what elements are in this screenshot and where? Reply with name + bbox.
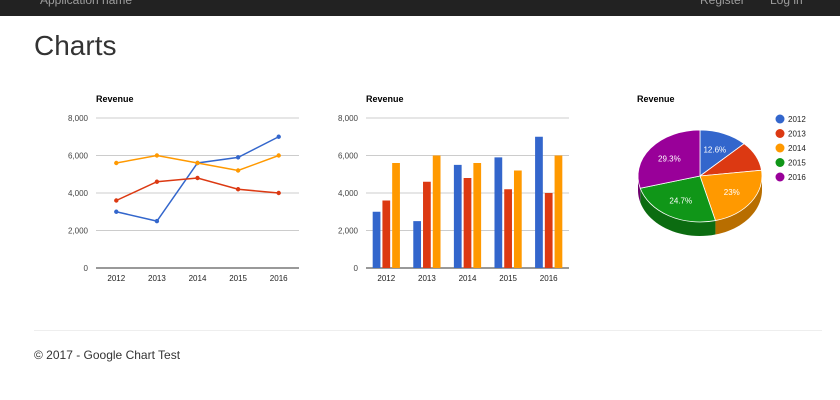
line-chart: Revenue 0 2,000 4,000 6,000 8,000 2012 2013 2014… [56, 88, 306, 288]
chart-title: Revenue [96, 94, 134, 104]
bar [554, 155, 563, 268]
data-point [154, 153, 160, 158]
pie-slice-2014 [699, 169, 763, 222]
pie-slice-2015 [639, 175, 716, 223]
data-point [195, 160, 200, 166]
navbar: Application name Register Log in [0, 0, 840, 16]
bar [544, 193, 553, 268]
pie-slice-label: 29.3% [658, 155, 681, 164]
bar [504, 189, 512, 268]
data-point [235, 187, 241, 192]
page-title: Charts [34, 30, 117, 61]
legend-marker [775, 158, 785, 167]
data-point [276, 153, 281, 158]
x-tick-label: 2012 [107, 274, 125, 283]
bar [413, 221, 422, 268]
data-point [154, 218, 160, 224]
legend-label: 2013 [788, 130, 806, 139]
bar [535, 136, 543, 268]
chart-svg: Revenue 12.6% 23% 24.7% 29.3% 2012 2013 2014 201… [637, 94, 806, 236]
data-point [114, 209, 119, 214]
pie-slice-label: 12.6% [703, 146, 726, 155]
y-tick-label: 4,000 [338, 189, 359, 198]
bar [473, 163, 482, 268]
y-tick-label: 8,000 [68, 114, 89, 123]
legend-label: 2015 [788, 159, 806, 168]
bar [423, 181, 431, 268]
chart-svg: Revenue 0 2,000 4,000 6,000 8,000 2012 2013 2014… [68, 94, 299, 283]
legend-marker [775, 129, 785, 138]
chart-svg: Revenue 0 2,000 4,000 6,000 8,000 2012 2013 2014… [338, 94, 569, 283]
chart-title: Revenue [637, 94, 675, 104]
data-point [235, 155, 241, 160]
bar [372, 211, 381, 268]
x-tick-label: 2013 [418, 274, 436, 283]
pie-chart: Revenue 12.6% 23% 24.7% 29.3% 2012 2013 2014 201… [596, 88, 826, 288]
y-tick-label: 4,000 [68, 189, 89, 198]
footer-text: © 2017 - Google Chart Test [34, 348, 181, 362]
y-tick-label: 0 [84, 264, 89, 273]
chart-title: Revenue [366, 94, 404, 104]
bar [494, 157, 503, 268]
y-tick-label: 8,000 [338, 114, 359, 123]
pie-slice-side [640, 188, 716, 236]
pie-slice-side [715, 176, 762, 235]
bar [392, 163, 400, 268]
y-tick-label: 6,000 [338, 152, 359, 161]
data-point [195, 175, 200, 181]
y-tick-label: 6,000 [68, 152, 89, 161]
data-point [154, 179, 160, 184]
legend-marker [775, 114, 785, 124]
login-link[interactable]: Log in [770, 0, 803, 7]
bar [463, 178, 472, 268]
x-tick-label: 2013 [148, 274, 166, 283]
x-tick-label: 2014 [459, 274, 477, 283]
data-point [114, 198, 119, 203]
legend-label: 2012 [788, 115, 806, 124]
x-tick-label: 2015 [499, 274, 517, 283]
x-tick-label: 2016 [270, 274, 288, 283]
data-point [276, 190, 281, 196]
bar [513, 170, 522, 268]
brand-link[interactable]: Application name [40, 0, 133, 7]
x-tick-label: 2015 [229, 274, 247, 283]
x-tick-label: 2016 [540, 274, 558, 283]
footer-divider [34, 330, 822, 331]
legend-marker [775, 172, 785, 182]
data-point [114, 160, 119, 166]
x-tick-label: 2014 [189, 274, 207, 283]
x-tick-label: 2012 [377, 274, 395, 283]
data-point [276, 134, 281, 139]
pie-slice-label: 23% [724, 188, 740, 197]
y-tick-label: 2,000 [68, 227, 89, 236]
pie-slice-2016 [637, 129, 701, 189]
y-tick-label: 2,000 [338, 227, 359, 236]
legend-label: 2014 [788, 144, 806, 153]
y-tick-label: 0 [354, 264, 359, 273]
pie-slice-label: 24.7% [669, 197, 692, 206]
series-line-1 [115, 177, 279, 202]
register-link[interactable]: Register [700, 0, 745, 7]
bar [453, 164, 462, 268]
bar-chart: Revenue 0 2,000 4,000 6,000 8,000 2012 2013 2014… [326, 88, 576, 288]
bar [382, 200, 391, 268]
legend-label: 2016 [788, 173, 806, 182]
data-point [235, 168, 241, 173]
legend-marker [775, 143, 785, 153]
bar [432, 155, 441, 268]
